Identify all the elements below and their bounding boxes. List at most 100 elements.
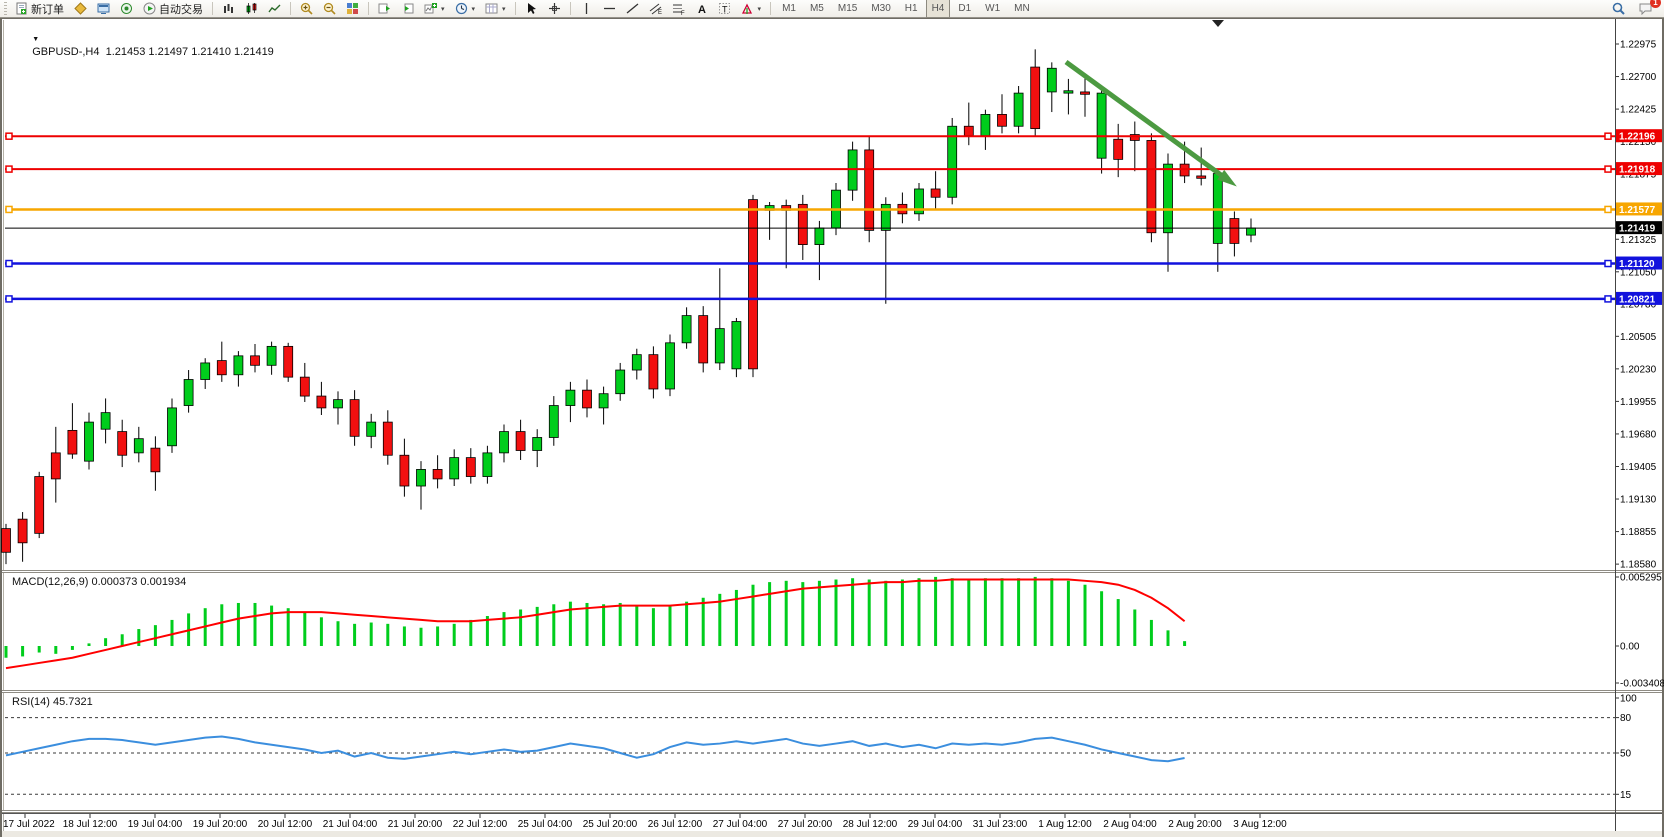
price-axis[interactable]: 1.229751.227001.224251.221501.218751.216… xyxy=(1615,40,1664,801)
macd-axis-label: 0.00 xyxy=(1620,642,1640,653)
notification-count-badge: 1 xyxy=(1650,0,1661,8)
timeframe-m30-button[interactable]: M30 xyxy=(871,3,891,14)
candle xyxy=(382,421,393,456)
macd-bar xyxy=(950,578,954,646)
timeframe-m15-button[interactable]: M15 xyxy=(837,3,858,14)
candle xyxy=(316,395,327,409)
channel-tool-button[interactable]: E xyxy=(645,0,666,17)
collapse-icon[interactable]: ▼ xyxy=(32,36,40,43)
candle xyxy=(432,469,443,480)
zoom-in-button[interactable] xyxy=(296,0,317,17)
toolbar-separator xyxy=(514,2,516,15)
macd-bar xyxy=(983,578,987,646)
time-axis-label: 17 Jul 2022 xyxy=(3,819,55,830)
line-handle[interactable] xyxy=(1604,165,1612,173)
rsi-indicator-label: RSI(14) 45.7321 xyxy=(12,696,93,708)
time-axis-label: 26 Jul 12:00 xyxy=(648,819,703,830)
line-handle[interactable] xyxy=(1604,205,1612,214)
indicators-button[interactable]: ▾ xyxy=(420,0,449,17)
rsi-pane[interactable] xyxy=(5,717,1615,795)
candle xyxy=(731,321,742,370)
periods-button[interactable]: ▾ xyxy=(451,0,480,17)
candle xyxy=(133,438,144,454)
trendline-tool-button[interactable] xyxy=(622,0,643,17)
bar-chart-button[interactable] xyxy=(218,0,239,17)
candle xyxy=(266,345,277,366)
vline-tool-button[interactable] xyxy=(576,0,597,17)
zoom-in-button-icon xyxy=(300,2,313,15)
time-axis-label: 1 Aug 12:00 xyxy=(1038,819,1092,830)
label-tool-button[interactable]: T xyxy=(714,0,735,17)
candle xyxy=(1163,163,1173,234)
macd-bar xyxy=(319,617,323,646)
candle xyxy=(698,315,709,364)
time-axis-label: 2 Aug 04:00 xyxy=(1103,819,1157,830)
svg-text:F: F xyxy=(681,11,685,15)
zoom-out-button-icon xyxy=(323,2,336,15)
crosshair-tool-button[interactable] xyxy=(544,0,565,17)
autotrading-button[interactable]: 自动交易 xyxy=(139,0,207,17)
time-axis[interactable]: 17 Jul 2022 18 Jul 12:00 19 Jul 04:00 19 Ju… xyxy=(3,813,1287,830)
search-button[interactable] xyxy=(1608,0,1629,17)
templates-button[interactable]: ▾ xyxy=(481,0,510,17)
line-handle[interactable] xyxy=(1604,259,1612,268)
styler-button[interactable] xyxy=(70,0,91,17)
macd-pane[interactable] xyxy=(4,576,1187,670)
macd-bar xyxy=(220,604,224,646)
main-toolbar: 新订单 自动交易 ▾ ▾ ▾ E F A T ▾ M1 M5 M15 M30 H1 H4 D1 W1 MN 1 xyxy=(0,0,1664,18)
macd-bar xyxy=(718,593,722,646)
timeframe-w1-button[interactable]: W1 xyxy=(985,3,1001,14)
hline-tool-button[interactable] xyxy=(599,0,620,17)
channel-tool-button-icon: E xyxy=(649,2,662,16)
line-handle[interactable] xyxy=(5,259,13,268)
line-handle[interactable] xyxy=(5,205,13,214)
price-axis-label: 1.20230 xyxy=(1620,364,1657,375)
macd-bar xyxy=(369,622,373,646)
trend-arrow-annotation[interactable] xyxy=(1064,59,1223,177)
dropdown-caret-icon: ▾ xyxy=(441,5,445,13)
main-price-pane[interactable] xyxy=(1,49,1616,565)
trendline-tool-button-icon xyxy=(626,2,639,15)
chart-shift-marker-icon[interactable] xyxy=(1212,20,1224,27)
cursor-tool-button[interactable] xyxy=(521,0,542,17)
new-order-button[interactable]: 新订单 xyxy=(11,0,68,17)
zoom-out-button[interactable] xyxy=(319,0,340,17)
time-axis-label: 29 Jul 04:00 xyxy=(908,819,963,830)
candle-chart-button[interactable] xyxy=(241,0,262,17)
time-axis-label: 21 Jul 20:00 xyxy=(388,819,443,830)
market-watch-button[interactable] xyxy=(93,0,114,17)
text-tool-button[interactable]: A xyxy=(691,0,712,17)
macd-bar xyxy=(535,606,539,646)
timeframe-d1-button[interactable]: D1 xyxy=(958,3,972,14)
arrows-tool-button[interactable]: ▾ xyxy=(737,0,766,17)
candle xyxy=(681,315,692,344)
macd-bar xyxy=(353,623,357,646)
fibo-tool-button[interactable]: F xyxy=(668,0,689,17)
dropdown-caret-icon: ▾ xyxy=(502,5,506,13)
line-chart-button[interactable] xyxy=(264,0,285,17)
timeframe-m5-button[interactable]: M5 xyxy=(809,3,824,14)
chart-shift-button[interactable] xyxy=(397,0,418,17)
timeframe-h1-button[interactable]: H1 xyxy=(904,3,918,14)
timeframe-h4-button[interactable]: H4 xyxy=(925,0,951,18)
toolbar-separator xyxy=(569,2,571,15)
line-handle[interactable] xyxy=(5,132,13,140)
line-handle[interactable] xyxy=(1604,132,1612,140)
macd-bar xyxy=(502,612,506,646)
timeframe-mn-button[interactable]: MN xyxy=(1014,3,1030,14)
line-handle[interactable] xyxy=(5,165,13,173)
line-handle[interactable] xyxy=(5,295,13,303)
toolbar-drag-handle[interactable] xyxy=(4,2,7,15)
hline-tool-button-icon xyxy=(603,2,616,15)
time-axis-label: 27 Jul 04:00 xyxy=(713,819,768,830)
tile-windows-button[interactable] xyxy=(342,0,363,17)
time-axis-label: 31 Jul 23:00 xyxy=(973,819,1028,830)
notifications-button[interactable]: 1 xyxy=(1635,0,1661,17)
candle xyxy=(250,355,260,366)
signal-button[interactable] xyxy=(116,0,137,17)
auto-scroll-button[interactable] xyxy=(374,0,395,17)
line-handle[interactable] xyxy=(1604,295,1612,303)
rsi-axis-label: 80 xyxy=(1620,713,1632,724)
timeframe-m1-button[interactable]: M1 xyxy=(782,3,796,14)
